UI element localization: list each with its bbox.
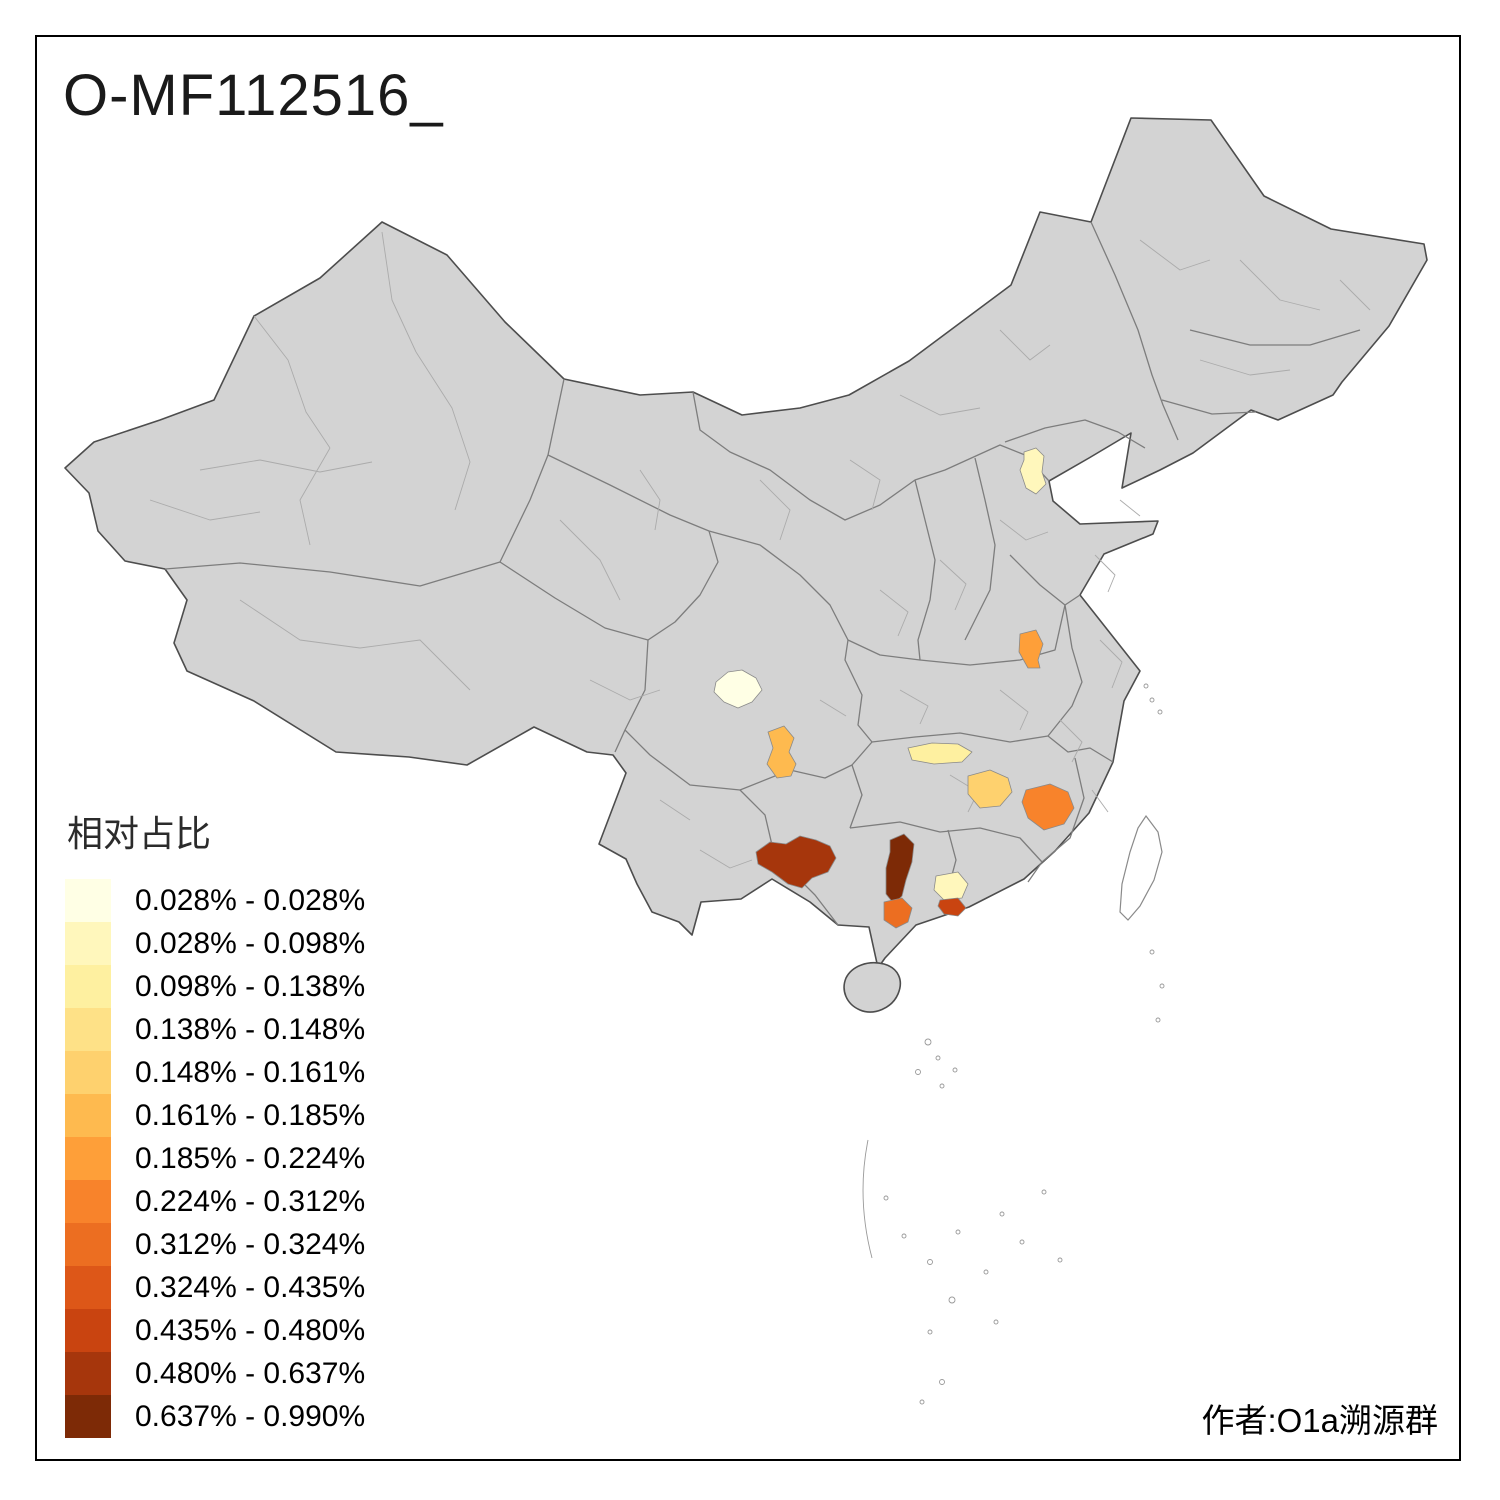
legend-swatch: [65, 1223, 111, 1266]
prefecture-borders: [149, 231, 1371, 869]
legend-swatch: [65, 1309, 111, 1352]
legend-item: 0.637% - 0.990%: [65, 1395, 365, 1438]
legend-swatch: [65, 1352, 111, 1395]
province-borders: [164, 221, 1361, 926]
legend-swatch: [65, 879, 111, 922]
hainan-island: [843, 962, 902, 1013]
legend-label: 0.312% - 0.324%: [135, 1227, 366, 1261]
south-china-sea-islands: [862, 683, 1165, 1405]
legend-item: 0.028% - 0.098%: [65, 922, 365, 965]
highlight-region-guangdong-pale: [933, 871, 969, 901]
highlight-region-yunnan-east: [755, 835, 837, 889]
legend-item: 0.161% - 0.185%: [65, 1094, 365, 1137]
legend-swatch: [65, 1137, 111, 1180]
legend-item: 0.148% - 0.161%: [65, 1051, 365, 1094]
legend-swatch: [65, 965, 111, 1008]
legend-item: 0.138% - 0.148%: [65, 1008, 365, 1051]
legend-label: 0.185% - 0.224%: [135, 1141, 366, 1175]
legend-label: 0.028% - 0.098%: [135, 926, 366, 960]
legend-label: 0.480% - 0.637%: [135, 1356, 366, 1390]
country-outline: [64, 117, 1428, 969]
legend-item: 0.224% - 0.312%: [65, 1180, 365, 1223]
highlight-region-hunan-north: [907, 742, 973, 765]
legend-item: 0.480% - 0.637%: [65, 1352, 365, 1395]
legend-swatch: [65, 1395, 111, 1438]
attribution-text: 作者:O1a溯源群: [1201, 1402, 1438, 1439]
legend-swatch: [65, 1094, 111, 1137]
legend-item: 0.312% - 0.324%: [65, 1223, 365, 1266]
legend-swatch: [65, 1180, 111, 1223]
legend-swatch: [65, 1008, 111, 1051]
legend-swatch: [65, 1051, 111, 1094]
highlight-region-hunan-south: [967, 769, 1013, 809]
legend-label: 0.148% - 0.161%: [135, 1055, 366, 1089]
highlight-region-north-beijing: [1019, 447, 1047, 495]
legend-item: 0.028% - 0.028%: [65, 879, 365, 922]
legend-swatch: [65, 1266, 111, 1309]
highlight-region-guangdong-small-dark: [937, 897, 967, 917]
highlight-region-jiangxi: [1021, 783, 1075, 831]
legend-label: 0.435% - 0.480%: [135, 1313, 366, 1347]
legend-label: 0.637% - 0.990%: [135, 1399, 366, 1433]
legend-item: 0.185% - 0.224%: [65, 1137, 365, 1180]
legend-label: 0.028% - 0.028%: [135, 883, 366, 917]
highlight-region-sichuan-basin: [713, 669, 763, 709]
legend-item: 0.098% - 0.138%: [65, 965, 365, 1008]
legend-label: 0.324% - 0.435%: [135, 1270, 366, 1304]
legend-item: 0.435% - 0.480%: [65, 1309, 365, 1352]
highlight-region-central-henan: [1018, 629, 1044, 669]
taiwan-island: [1119, 814, 1163, 921]
legend-title: 相对占比: [67, 813, 212, 854]
highlight-region-guangxi-dark: [885, 833, 915, 905]
highlight-region-chongqing: [766, 725, 797, 779]
legend-label: 0.224% - 0.312%: [135, 1184, 366, 1218]
legend-label: 0.138% - 0.148%: [135, 1012, 366, 1046]
page-title: O-MF112516_: [63, 63, 444, 128]
legend-label: 0.161% - 0.185%: [135, 1098, 366, 1132]
highlighted-regions: [713, 447, 1075, 929]
legend-label: 0.098% - 0.138%: [135, 969, 366, 1003]
legend-swatch: [65, 922, 111, 965]
legend-item: 0.324% - 0.435%: [65, 1266, 365, 1309]
legend: 相对占比 0.028% - 0.028% 0.028% - 0.098% 0.0…: [65, 805, 365, 1438]
highlight-region-guangdong-southwest: [883, 897, 913, 929]
